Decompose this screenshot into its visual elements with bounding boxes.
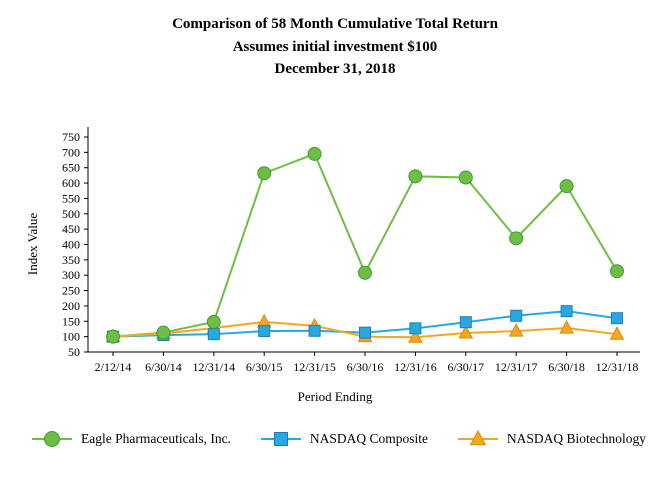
legend-label-nasdaq-composite: NASDAQ Composite (309, 431, 428, 446)
svg-text:12/31/16: 12/31/16 (394, 360, 437, 374)
svg-text:250: 250 (62, 284, 80, 298)
svg-text:6/30/17: 6/30/17 (447, 360, 484, 374)
chart-title-line-2: Assumes initial investment $100 (232, 38, 438, 55)
legend-item-eagle-pharmaceuticals: Eagle Pharmaceuticals, Inc. (30, 430, 231, 448)
chart-title-line-1: Comparison of 58 Month Cumulative Total … (172, 16, 498, 32)
svg-text:6/30/14: 6/30/14 (145, 360, 182, 374)
svg-text:350: 350 (62, 253, 80, 267)
svg-text:300: 300 (62, 268, 80, 282)
svg-text:600: 600 (62, 176, 80, 190)
svg-text:6/30/18: 6/30/18 (548, 360, 585, 374)
svg-text:12/31/17: 12/31/17 (495, 360, 538, 374)
svg-text:6/30/15: 6/30/15 (246, 360, 283, 374)
legend-item-nasdaq-biotechnology: NASDAQ Biotechnology (456, 430, 646, 448)
nasdaq-composite-series-icon (260, 432, 301, 446)
eagle-pharmaceuticals-series-icon (32, 431, 72, 447)
nasdaq-biotechnology-series-icon (457, 430, 498, 446)
svg-text:450: 450 (62, 222, 80, 236)
svg-text:12/31/15: 12/31/15 (293, 360, 336, 374)
legend: Eagle Pharmaceuticals, Inc. NASDAQ Compo… (30, 430, 646, 448)
svg-text:12/31/18: 12/31/18 (596, 360, 639, 374)
svg-text:12/31/14: 12/31/14 (192, 360, 235, 374)
x-axis-label: Period Ending (297, 389, 373, 404)
svg-text:100: 100 (62, 330, 80, 344)
svg-text:500: 500 (62, 207, 80, 221)
svg-text:200: 200 (62, 299, 80, 313)
svg-text:150: 150 (62, 314, 80, 328)
svg-text:50: 50 (68, 345, 80, 359)
legend-item-nasdaq-composite: NASDAQ Composite (259, 430, 428, 448)
y-axis-label: Index Value (25, 212, 40, 276)
svg-text:400: 400 (62, 238, 80, 252)
svg-text:6/30/16: 6/30/16 (347, 360, 384, 374)
svg-text:2/12/14: 2/12/14 (95, 360, 132, 374)
chart-title-line-3: December 31, 2018 (274, 61, 396, 77)
legend-label-eagle-pharmaceuticals: Eagle Pharmaceuticals, Inc. (81, 431, 231, 446)
svg-text:700: 700 (62, 145, 80, 159)
svg-text:550: 550 (62, 191, 80, 205)
legend-label-nasdaq-biotechnology: NASDAQ Biotechnology (506, 431, 646, 446)
chart-title: Comparison of 58 Month Cumulative Total … (0, 13, 670, 81)
svg-text:750: 750 (62, 130, 80, 144)
svg-text:650: 650 (62, 161, 80, 175)
